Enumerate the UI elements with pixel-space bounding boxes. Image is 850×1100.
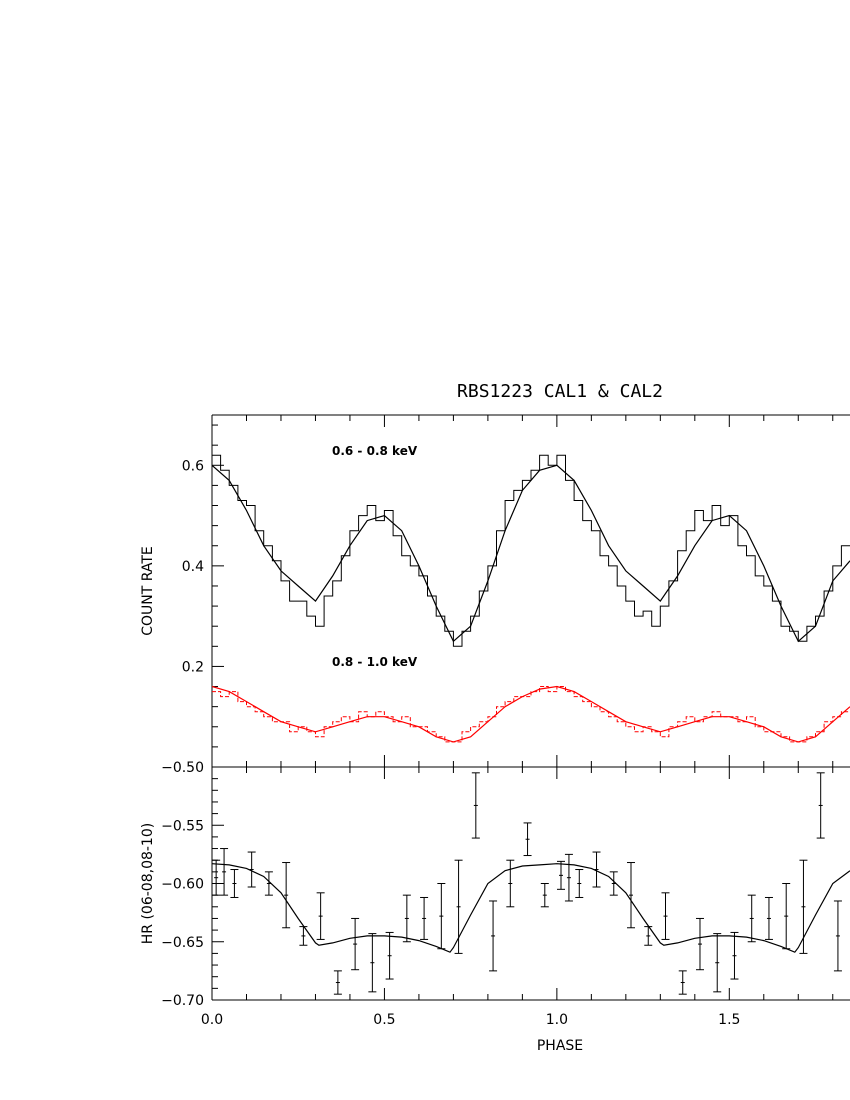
y-tick-label: −0.70 xyxy=(161,993,204,1009)
y-tick-label: −0.50 xyxy=(161,760,204,776)
y-tick-label: −0.65 xyxy=(161,935,204,951)
x-tick-label: 0.0 xyxy=(201,1012,223,1028)
top-panel: 0.2 0.4 0.6 COUNT RATE 0.6 - 0.8 keV 0.8 - 1.… xyxy=(140,414,850,768)
chart-title: RBS1223 CAL1 & CAL2 xyxy=(457,381,663,402)
x-tick-label: 0.5 xyxy=(373,1012,395,1028)
plot-area xyxy=(212,454,850,743)
y-axis-label: COUNT RATE xyxy=(140,546,156,636)
annotation: 0.8 - 1.0 keV xyxy=(332,655,418,669)
y-tick-label: 0.4 xyxy=(182,559,204,575)
x-tick-label: 1.0 xyxy=(546,1012,568,1028)
y-tick-label: −0.60 xyxy=(161,877,204,893)
bottom-panel: −0.70 −0.65 −0.60 −0.55 −0.50 0.0 0.5 1.0 1.5 HR … xyxy=(140,760,850,1054)
y-tick-label: 0.2 xyxy=(182,659,204,675)
y-tick-label: 0.6 xyxy=(182,458,204,474)
data-histogram xyxy=(212,686,850,743)
plot-area xyxy=(212,772,850,995)
annotation: 0.6 - 0.8 keV xyxy=(332,444,418,458)
x-axis-label: PHASE xyxy=(537,1038,583,1054)
y-axis-label: HR (06-08,08-10) xyxy=(140,823,156,944)
model-curve xyxy=(212,863,850,953)
model-curve xyxy=(212,464,850,643)
data-histogram xyxy=(212,454,850,647)
x-tick-label: 1.5 xyxy=(718,1012,740,1028)
y-tick-label: −0.55 xyxy=(161,818,204,834)
